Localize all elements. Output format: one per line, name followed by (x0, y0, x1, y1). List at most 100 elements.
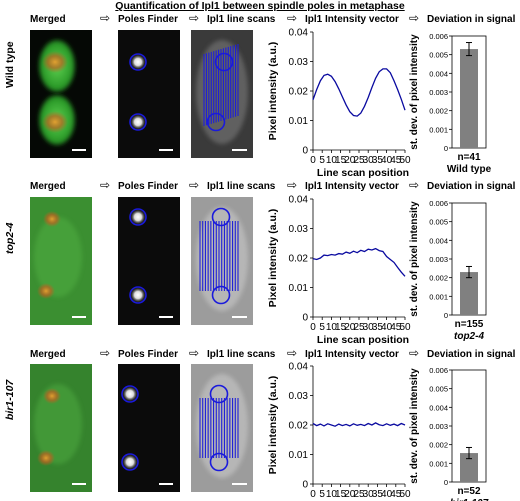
line-scans-image (191, 197, 253, 325)
y-axis-label: Pixel intensity (a.u.) (267, 209, 279, 308)
pole-circle (211, 285, 231, 305)
x-tick-label: 10 (326, 155, 338, 166)
y-tick-label: 0.01 (289, 450, 309, 461)
x-tick-label: 50 (399, 489, 411, 500)
intensity-line-chart: 00.010.020.030.0405101520253035404550Lin… (267, 362, 411, 501)
x-tick-label: 40 (381, 155, 393, 166)
y-tick-label: 0.04 (289, 362, 309, 373)
y-tick-label: 0.003 (429, 88, 448, 97)
deviation-bar-chart: 0 0.001 0.002 0.003 0.004 0.005 0.006 st. dev. … (409, 32, 492, 175)
red-pole (42, 51, 68, 73)
x-tick-label: 25 (353, 489, 365, 500)
x-tick-label: 0 (310, 155, 316, 166)
y-tick-label: 0.01 (289, 283, 309, 294)
y-tick-label: 0.006 (429, 366, 448, 375)
column-arrow: ⇨ (100, 346, 111, 360)
x-tick-label: 50 (399, 322, 411, 333)
merged-image (30, 197, 92, 325)
poles-finder-image (118, 30, 180, 158)
bar-category-label: Wild type (447, 164, 492, 175)
bar-category-label: bir1-107 (450, 498, 489, 501)
y-tick-label: 0.005 (429, 51, 448, 60)
x-tick-label: 25 (353, 322, 365, 333)
y-tick-label: 0.04 (289, 28, 309, 39)
pole-circle (121, 453, 139, 471)
poles-finder-image (118, 364, 180, 492)
x-tick-label: 0 (310, 489, 316, 500)
column-header-deviation: Deviation in signal (427, 181, 516, 192)
x-tick-label: 35 (372, 322, 384, 333)
column-arrow: ⇨ (189, 11, 200, 25)
y-tick-label: 0.006 (429, 199, 448, 208)
green-signal (34, 217, 82, 297)
x-tick-label: 0 (310, 322, 316, 333)
column-arrow: ⇨ (287, 11, 298, 25)
sample-size-label: n=41 (457, 152, 481, 163)
x-tick-label: 45 (390, 155, 402, 166)
x-tick-label: 30 (363, 489, 375, 500)
column-header-poles: Poles Finder (118, 349, 179, 360)
x-tick-label: 20 (344, 489, 356, 500)
sample-size-label: n=52 (457, 486, 481, 497)
pole-circle (211, 207, 231, 227)
y-tick-label: 0.03 (289, 224, 309, 235)
y-tick-label: 0.004 (429, 236, 448, 245)
pole-circle (129, 286, 147, 304)
pole-spot (130, 287, 146, 303)
column-header-deviation: Deviation in signal (427, 14, 516, 25)
y-tick-label: 0 (444, 144, 448, 153)
intensity-series-line (312, 247, 406, 277)
column-header-deviation: Deviation in signal (427, 349, 516, 360)
column-arrow: ⇨ (409, 178, 420, 192)
line-scans-image (191, 30, 253, 158)
column-header-vector: Ipl1 Intensity vector (305, 349, 399, 360)
poles-background (118, 197, 180, 325)
x-tick-label: 35 (372, 155, 384, 166)
pole-circle (206, 112, 226, 132)
x-tick-label: 30 (363, 155, 375, 166)
red-pole (37, 283, 55, 299)
x-tick-label: 5 (319, 322, 325, 333)
column-arrow: ⇨ (287, 346, 298, 360)
red-pole (37, 450, 55, 466)
y-tick-label: 0.001 (429, 125, 448, 134)
y-tick-label: 0.004 (429, 69, 448, 78)
x-tick-label: 10 (326, 489, 338, 500)
y-tick-label: 0.02 (289, 254, 309, 265)
line-scans-image (191, 364, 253, 492)
x-tick-label: 50 (399, 155, 411, 166)
x-axis-label: Line scan position (317, 167, 409, 179)
deviation-bar-chart: 0 0.001 0.002 0.003 0.004 0.005 0.006 st. dev. … (409, 199, 487, 342)
y-axis-label: Pixel intensity (a.u.) (267, 42, 279, 141)
x-tick-label: 25 (353, 155, 365, 166)
y-tick-label: 0.03 (289, 57, 309, 68)
pole-circle (129, 53, 147, 71)
pole-spot (130, 54, 146, 70)
y-tick-label: 0 (302, 480, 308, 491)
y-tick-label: 0.005 (429, 385, 448, 394)
poles-background (118, 30, 180, 158)
pole-circle (214, 52, 234, 72)
poles-finder-image (118, 197, 180, 325)
column-header-scans: Ipl1 line scans (207, 14, 276, 25)
pole-spot (122, 454, 138, 470)
x-tick-label: 20 (344, 155, 356, 166)
x-tick-label: 20 (344, 322, 356, 333)
y-tick-label: 0.003 (429, 422, 448, 431)
column-arrow: ⇨ (189, 346, 200, 360)
column-header-merged: Merged (30, 181, 66, 192)
intensity-series-line (312, 68, 406, 117)
poles-background (118, 364, 180, 492)
x-axis-label: Line scan position (317, 334, 409, 346)
y-tick-label: 0.02 (289, 421, 309, 432)
deviation-bar (460, 453, 478, 482)
column-arrow: ⇨ (409, 346, 420, 360)
pole-circle (129, 113, 147, 131)
column-arrow: ⇨ (100, 178, 111, 192)
x-tick-label: 5 (319, 489, 325, 500)
y-tick-label: 0.03 (289, 391, 309, 402)
pole-spot (122, 386, 138, 402)
